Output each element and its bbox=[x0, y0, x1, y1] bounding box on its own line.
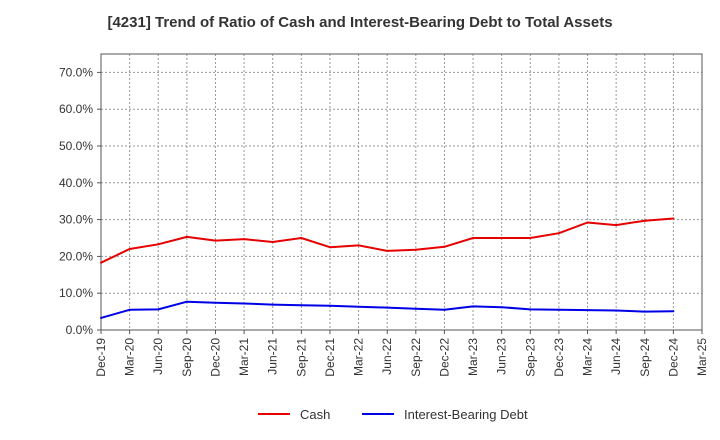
data-point bbox=[557, 308, 560, 311]
data-point bbox=[529, 237, 532, 239]
x-tick-label: Jun-20 bbox=[151, 338, 165, 375]
y-tick-label: 60.0% bbox=[59, 102, 93, 116]
data-point bbox=[185, 235, 188, 238]
data-point bbox=[586, 221, 589, 224]
legend-label: Interest-Bearing Debt bbox=[404, 407, 528, 422]
data-point bbox=[586, 309, 589, 312]
x-tick-label: Mar-23 bbox=[466, 338, 480, 376]
x-tick-label: Jun-24 bbox=[609, 338, 623, 375]
data-point bbox=[386, 306, 389, 309]
y-tick-label: 40.0% bbox=[59, 176, 93, 190]
data-point bbox=[243, 238, 246, 241]
x-tick-label: Mar-24 bbox=[581, 338, 595, 376]
data-point bbox=[157, 308, 160, 311]
data-point bbox=[100, 316, 102, 319]
data-point bbox=[357, 244, 360, 247]
x-tick-label: Sep-21 bbox=[294, 338, 308, 377]
y-axis: 0.0% 10.0% 20.0% 30.0% 40.0% 50.0% 60.0% 70.0% bbox=[59, 65, 101, 337]
plot-frame bbox=[100, 53, 703, 331]
data-point bbox=[300, 304, 303, 307]
x-tick-label: Sep-24 bbox=[638, 338, 652, 377]
legend: Cash Interest-Bearing Debt bbox=[258, 407, 528, 422]
x-tick-label: Mar-21 bbox=[237, 338, 251, 376]
data-point bbox=[243, 302, 246, 305]
data-point bbox=[529, 308, 532, 311]
data-point bbox=[128, 308, 131, 311]
data-point bbox=[414, 248, 417, 251]
y-tick-label: 0.0% bbox=[66, 323, 94, 337]
legend-label: Cash bbox=[300, 407, 330, 422]
grid-layer bbox=[101, 54, 702, 330]
data-point bbox=[214, 239, 217, 242]
data-point bbox=[185, 300, 188, 303]
x-tick-label: Jun-21 bbox=[266, 338, 280, 375]
data-point bbox=[615, 309, 618, 312]
data-point bbox=[557, 232, 560, 235]
data-point bbox=[300, 237, 303, 239]
data-point bbox=[672, 310, 675, 313]
x-tick-label: Mar-25 bbox=[695, 338, 709, 376]
y-tick-label: 50.0% bbox=[59, 139, 93, 153]
x-tick-label: Dec-19 bbox=[94, 338, 108, 377]
data-point bbox=[386, 249, 389, 252]
x-tick-label: Sep-20 bbox=[180, 338, 194, 377]
data-point bbox=[157, 243, 160, 246]
data-point bbox=[500, 306, 503, 309]
x-tick-label: Dec-23 bbox=[552, 338, 566, 377]
x-tick-label: Dec-20 bbox=[208, 338, 222, 377]
x-tick-label: Mar-22 bbox=[352, 338, 366, 376]
data-point bbox=[329, 304, 331, 307]
x-tick-label: Dec-22 bbox=[437, 338, 451, 377]
x-tick-label: Dec-21 bbox=[323, 338, 337, 377]
data-point bbox=[271, 303, 274, 306]
data-point bbox=[500, 237, 503, 239]
data-point bbox=[443, 308, 446, 311]
data-point bbox=[329, 246, 331, 249]
data-point bbox=[643, 219, 646, 222]
y-tick-label: 30.0% bbox=[59, 213, 93, 227]
chart-title: [4231] Trend of Ratio of Cash and Intere… bbox=[107, 14, 613, 31]
data-point bbox=[472, 305, 474, 308]
data-point bbox=[271, 241, 274, 243]
data-point bbox=[214, 301, 217, 304]
x-tick-label: Sep-23 bbox=[523, 338, 537, 377]
y-tick-label: 20.0% bbox=[59, 249, 93, 263]
data-point bbox=[443, 245, 446, 248]
data-point bbox=[615, 224, 618, 227]
data-point bbox=[100, 261, 102, 264]
x-tick-label: Jun-22 bbox=[380, 338, 394, 375]
x-tick-label: Sep-22 bbox=[409, 338, 423, 377]
y-tick-label: 10.0% bbox=[59, 286, 93, 300]
x-tick-label: Dec-24 bbox=[666, 338, 680, 377]
y-tick-label: 70.0% bbox=[59, 65, 93, 79]
x-axis: Dec-19 Mar-20 Jun-20 Sep-20 Dec-20 Mar-21 Jun-… bbox=[94, 330, 709, 377]
x-tick-label: Mar-20 bbox=[123, 338, 137, 376]
x-tick-label: Jun-23 bbox=[495, 338, 509, 375]
series-layer bbox=[100, 217, 675, 319]
data-point bbox=[128, 248, 131, 250]
data-point bbox=[414, 307, 417, 310]
data-point bbox=[672, 217, 675, 220]
data-point bbox=[643, 310, 646, 313]
data-point bbox=[357, 305, 360, 308]
data-point bbox=[472, 237, 474, 239]
